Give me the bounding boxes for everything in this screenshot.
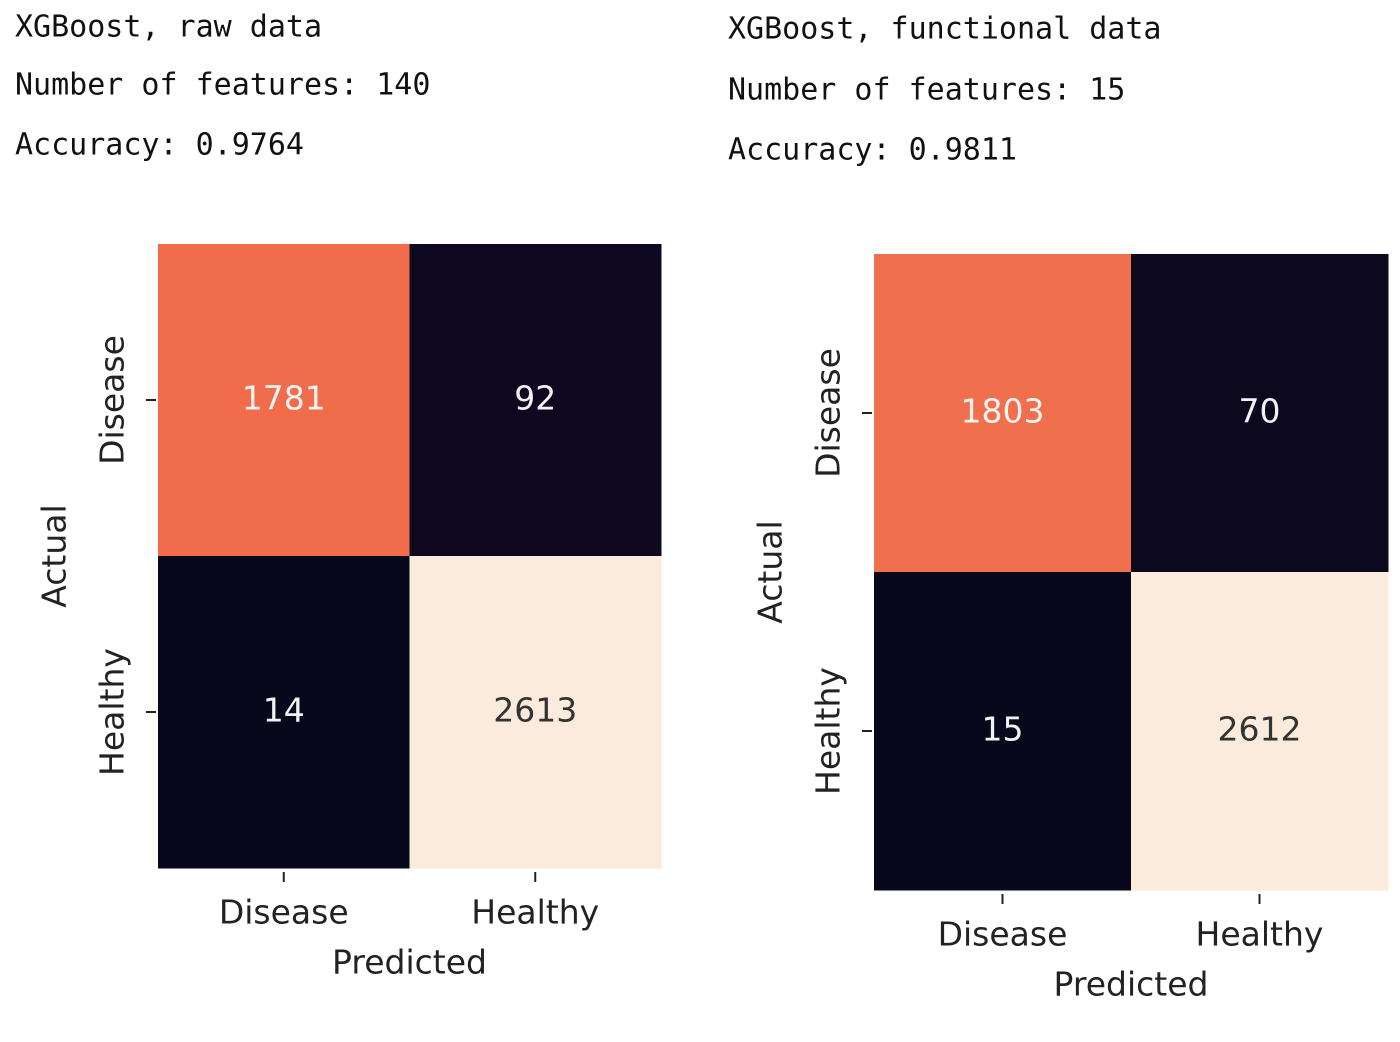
info-line: Number of features: 140: [15, 68, 430, 103]
heatmap-cell: [1131, 572, 1389, 891]
cell-label: 2613: [493, 691, 577, 730]
cell-label: 14: [263, 691, 305, 730]
y-tick-label: Disease: [93, 335, 132, 465]
cell-label: 2612: [1218, 710, 1302, 749]
heatmap-cell: [874, 254, 1132, 573]
cell-label: 92: [514, 379, 556, 418]
heatmap-cell: [158, 244, 410, 557]
cell-label: 1803: [961, 392, 1045, 431]
y-axis-label: Actual: [751, 520, 790, 623]
y-axis-label: Actual: [35, 504, 74, 607]
x-tick-label: Disease: [219, 893, 349, 932]
x-tick-label: Disease: [938, 915, 1068, 954]
heatmap-cell: [409, 244, 662, 557]
heatmap-cell: [1131, 254, 1389, 573]
heatmap-cell: [409, 556, 662, 869]
y-tick-label: Healthy: [809, 667, 848, 795]
cell-label: 1781: [242, 379, 326, 418]
heatmap-cell: [158, 556, 410, 869]
cell-label: 15: [982, 710, 1024, 749]
heatmap-cell: [874, 572, 1132, 891]
info-line: Accuracy: 0.9811: [728, 133, 1017, 168]
x-tick-label: Healthy: [1196, 915, 1324, 954]
info-line: Accuracy: 0.9764: [15, 128, 304, 163]
cell-label: 70: [1239, 392, 1281, 431]
x-axis-label: Predicted: [1054, 965, 1209, 1004]
y-tick-label: Disease: [809, 348, 848, 478]
y-tick-label: Healthy: [93, 648, 132, 776]
x-axis-label: Predicted: [332, 943, 487, 982]
chart-title: XGBoost, raw data: [15, 10, 322, 45]
chart-title: XGBoost, functional data: [728, 12, 1161, 47]
info-line: Number of features: 15: [728, 73, 1125, 108]
x-tick-label: Healthy: [471, 893, 599, 932]
